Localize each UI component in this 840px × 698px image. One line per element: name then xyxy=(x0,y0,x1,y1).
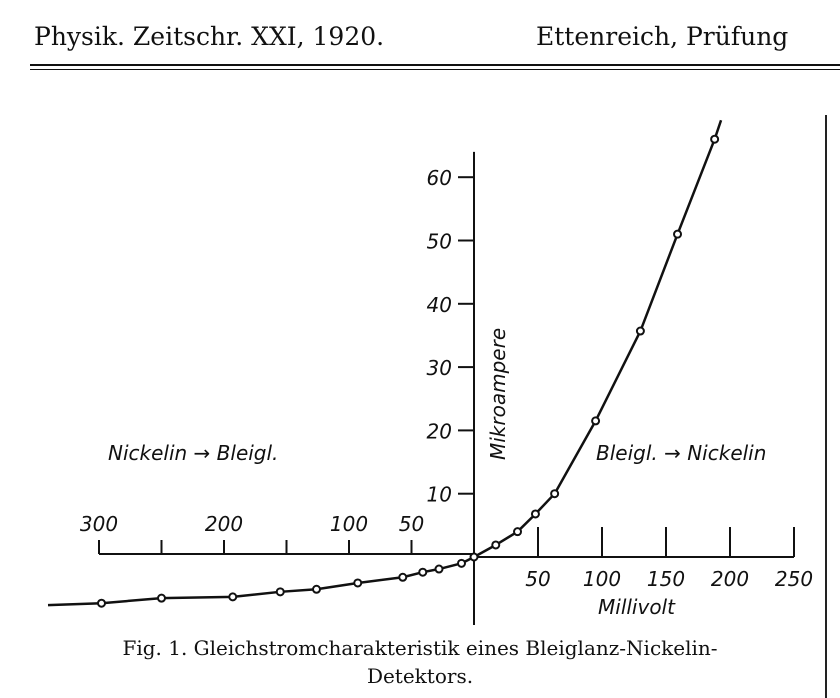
y-axis-label: Mikroampere xyxy=(486,328,510,460)
x-tick-label: 250 xyxy=(775,567,813,591)
data-point xyxy=(418,567,428,577)
data-point xyxy=(228,592,238,602)
data-point xyxy=(673,229,683,239)
data-point xyxy=(710,134,720,144)
x-tick-label: 150 xyxy=(647,567,685,591)
data-point xyxy=(635,326,645,336)
data-point xyxy=(469,552,479,562)
running-header-author: Ettenreich, Prüfung xyxy=(536,22,789,51)
x-tick-label: 200 xyxy=(711,567,749,591)
data-point xyxy=(513,527,523,537)
y-tick-label: 10 xyxy=(427,483,452,507)
x-tick-label: 200 xyxy=(205,512,243,536)
y-tick-label: 30 xyxy=(427,356,452,380)
figure-caption-line1: Fig. 1. Gleichstromcharakteristik eines … xyxy=(122,636,718,660)
y-tick-label: 40 xyxy=(427,293,452,317)
annotation-right: Bleigl. → Nickelin xyxy=(596,441,766,465)
data-point xyxy=(434,564,444,574)
x-tick-label: 300 xyxy=(80,512,118,536)
data-point xyxy=(353,578,363,588)
annotation-left: Nickelin → Bleigl. xyxy=(108,441,278,465)
data-point xyxy=(97,598,106,608)
series-curve xyxy=(47,119,723,607)
running-header-journal: Physik. Zeitschr. XXI, 1920. xyxy=(34,22,385,51)
x-tick-label: 100 xyxy=(583,567,621,591)
y-tick-label: 60 xyxy=(427,166,452,190)
y-tick-label: 20 xyxy=(427,419,452,443)
data-point xyxy=(491,540,501,550)
x-tick-label: 50 xyxy=(399,512,424,536)
data-point xyxy=(398,572,408,582)
data-point xyxy=(157,593,166,603)
data-point xyxy=(530,509,540,519)
x-tick-label: 50 xyxy=(525,567,550,591)
header-rule xyxy=(30,64,840,66)
data-point xyxy=(457,558,466,568)
data-point xyxy=(275,587,285,597)
x-axis-label: Millivolt xyxy=(598,595,676,619)
header-rule-thin xyxy=(30,69,840,70)
data-point xyxy=(312,584,321,594)
data-point xyxy=(591,416,601,426)
column-rule xyxy=(825,115,827,698)
figure-caption-line2: Detektors. xyxy=(366,664,474,688)
y-tick-label: 50 xyxy=(427,230,452,254)
data-point xyxy=(550,489,560,499)
x-tick-label: 100 xyxy=(330,512,368,536)
